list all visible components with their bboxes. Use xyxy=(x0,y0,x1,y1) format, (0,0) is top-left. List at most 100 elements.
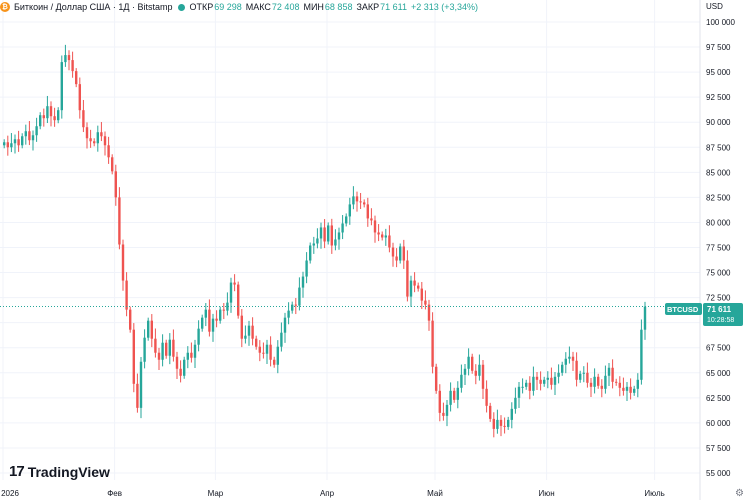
candle-body xyxy=(370,218,373,221)
candle-body xyxy=(330,225,333,246)
candle-body xyxy=(247,325,251,336)
tradingview-logo-text: TradingView xyxy=(27,463,110,480)
currency-label[interactable]: USD xyxy=(706,2,723,11)
candlestick-series xyxy=(3,44,647,438)
last-price-badge: 71 611 10:28:58 xyxy=(703,303,743,326)
candle-body xyxy=(42,115,45,119)
candle-body xyxy=(399,246,402,261)
low-label: МИН xyxy=(303,2,324,12)
candle-body xyxy=(438,390,441,413)
y-tick-label: 62 500 xyxy=(706,394,731,403)
candle-body xyxy=(60,62,63,111)
candle-body xyxy=(431,320,434,367)
y-tick-label: 57 500 xyxy=(706,444,731,453)
candle-body xyxy=(611,367,614,382)
candle-body xyxy=(622,387,625,391)
candle-body xyxy=(442,412,445,416)
candle-body xyxy=(136,383,139,408)
candle-body xyxy=(276,346,279,365)
y-tick-label: 90 000 xyxy=(706,118,731,127)
candle-body xyxy=(219,309,222,321)
candle-body xyxy=(265,344,269,354)
candle-body xyxy=(586,372,589,383)
candle-body xyxy=(193,344,197,358)
y-tick-label: 92 500 xyxy=(706,93,731,102)
candle-body xyxy=(579,373,582,380)
candle-body xyxy=(71,60,74,72)
candle-body xyxy=(287,310,290,318)
candle-body xyxy=(255,338,258,347)
candle-body xyxy=(298,287,301,306)
candle-body xyxy=(280,332,283,347)
high-label: МАКС xyxy=(245,2,271,12)
candle-body xyxy=(215,318,218,321)
candle-body xyxy=(510,408,513,420)
candle-body xyxy=(301,276,305,288)
x-tick-label: Июн xyxy=(539,489,555,498)
candle-body xyxy=(633,388,636,393)
candle-body xyxy=(499,419,503,426)
candle-body xyxy=(636,379,639,389)
candle-body xyxy=(345,216,348,224)
market-status-icon xyxy=(178,3,186,11)
candle-body xyxy=(571,356,575,361)
candle-body xyxy=(309,245,312,261)
candle-body xyxy=(323,227,326,242)
candle-body xyxy=(294,304,297,306)
candle-body xyxy=(211,318,215,332)
candle-body xyxy=(201,317,204,329)
symbol-title[interactable]: Биткоин / Доллар США · 1Д · Bitstamp xyxy=(14,2,173,12)
candle-body xyxy=(35,126,38,136)
gear-icon[interactable]: ⚙ xyxy=(735,488,744,499)
candle-body xyxy=(363,202,366,205)
candle-body xyxy=(496,419,499,429)
candle-body xyxy=(96,132,99,144)
candle-body xyxy=(384,235,387,238)
candle-body xyxy=(471,356,474,371)
candle-body xyxy=(222,309,225,311)
candle-body xyxy=(535,376,539,380)
chart-grid xyxy=(0,0,700,480)
candle-body xyxy=(312,243,315,246)
y-tick-label: 95 000 xyxy=(706,68,731,77)
candle-body xyxy=(481,364,485,389)
candle-body xyxy=(107,145,110,158)
candle-body xyxy=(283,317,287,333)
candle-body xyxy=(593,376,596,387)
x-tick-label: Мар xyxy=(208,489,224,498)
candle-body xyxy=(186,352,189,360)
y-tick-label: 55 000 xyxy=(706,469,731,478)
candle-body xyxy=(435,366,438,391)
candle-body xyxy=(625,386,629,391)
ticker-label: BTCUSD xyxy=(667,305,699,314)
candle-body xyxy=(154,338,157,353)
price-axis[interactable]: 100 000 97 500 95 000 92 500 90 000 87 500 85 … xyxy=(706,18,735,478)
candle-body xyxy=(157,352,161,360)
candle-body xyxy=(449,390,452,405)
candle-body xyxy=(503,425,506,427)
candle-body xyxy=(197,328,200,345)
candle-body xyxy=(341,223,344,233)
x-tick-label: Май xyxy=(427,489,443,498)
candle-body xyxy=(179,368,182,376)
candle-body xyxy=(467,356,470,369)
candle-body xyxy=(208,309,211,332)
candle-body xyxy=(643,306,647,330)
candle-body xyxy=(291,304,294,311)
candle-body xyxy=(150,320,153,339)
candle-body xyxy=(31,135,35,141)
candle-body xyxy=(240,315,243,339)
candle-body xyxy=(550,377,553,385)
candle-body xyxy=(53,116,56,121)
candle-body xyxy=(507,419,510,427)
candle-body xyxy=(402,246,405,261)
tradingview-logo[interactable]: 17 TradingView xyxy=(9,463,110,480)
candle-body xyxy=(381,234,384,238)
countdown-label: 10:28:58 xyxy=(707,317,734,324)
time-axis[interactable]: 2026ФевМарАпрМайИюнИюльАвгСен xyxy=(1,489,750,498)
candle-body xyxy=(604,375,607,389)
candle-body xyxy=(24,131,27,137)
candle-body xyxy=(492,418,495,429)
candle-body xyxy=(600,385,603,389)
